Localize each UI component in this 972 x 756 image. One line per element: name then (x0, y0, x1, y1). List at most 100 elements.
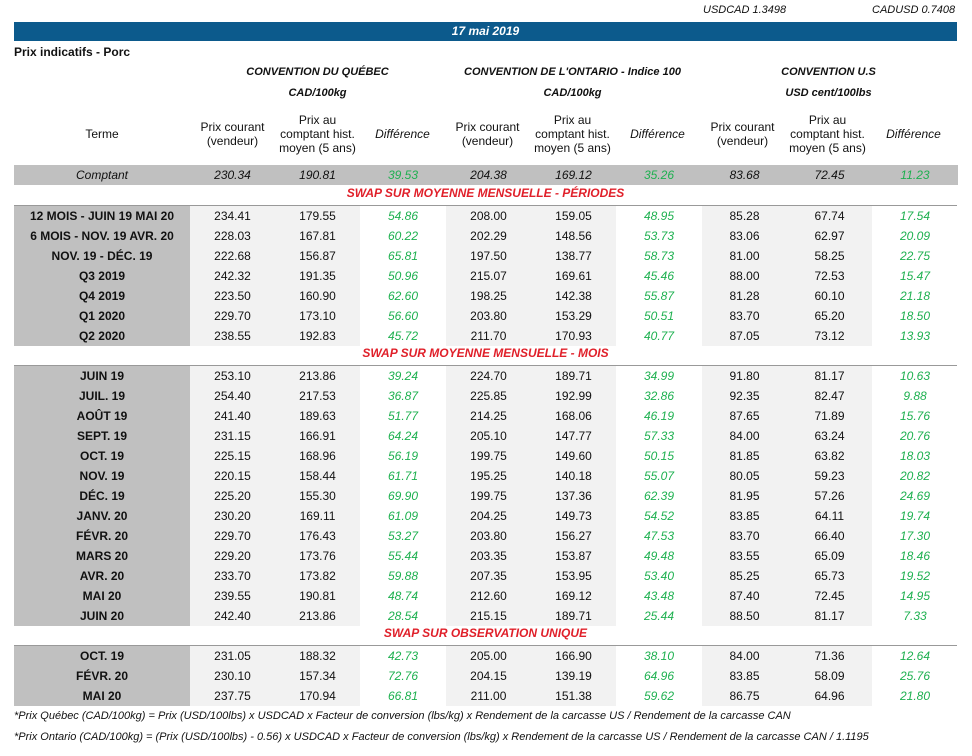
divider (14, 205, 957, 206)
price-cell: 170.94 (275, 686, 360, 706)
price-cell: 198.25 (446, 286, 531, 306)
price-cell: 83.85 (702, 506, 787, 526)
difference-cell: 10.63 (872, 366, 958, 386)
difference-cell: 9.88 (872, 386, 958, 406)
price-cell: 87.65 (702, 406, 787, 426)
difference-cell: 60.22 (360, 226, 446, 246)
row-label: 12 MOIS - JUIN 19 MAI 20 (14, 206, 190, 226)
difference-cell: 56.60 (360, 306, 446, 326)
price-cell: 156.87 (275, 246, 360, 266)
difference-cell: 39.24 (360, 366, 446, 386)
price-cell: 81.17 (787, 366, 872, 386)
price-cell: 81.28 (702, 286, 787, 306)
difference-cell: 43.48 (616, 586, 702, 606)
table-row: DÉC. 19 225.20 155.30 69.90 199.75 137.36 62.3… (14, 486, 958, 506)
difference-cell: 50.51 (616, 306, 702, 326)
price-cell: 57.26 (787, 486, 872, 506)
price-cell: 169.12 (531, 586, 616, 606)
row-label: AVR. 20 (14, 566, 190, 586)
price-cell: 82.47 (787, 386, 872, 406)
price-cell: 169.11 (275, 506, 360, 526)
price-cell: 148.56 (531, 226, 616, 246)
price-cell: 83.06 (702, 226, 787, 246)
difference-cell: 59.62 (616, 686, 702, 706)
table-row: NOV. 19 220.15 158.44 61.71 195.25 140.18 55.0… (14, 466, 958, 486)
difference-cell: 32.86 (616, 386, 702, 406)
price-cell: 189.71 (531, 366, 616, 386)
row-label: JUIN 20 (14, 606, 190, 626)
price-cell: 83.70 (702, 526, 787, 546)
price-cell: 215.15 (446, 606, 531, 626)
table-row: NOV. 19 - DÉC. 19 222.68 156.87 65.81 197.50… (14, 246, 958, 266)
difference-cell: 20.82 (872, 466, 958, 486)
price-cell: 168.06 (531, 406, 616, 426)
cadusd-rate: CADUSD 0.7408 (872, 4, 956, 16)
table-row: MAI 20 237.75 170.94 66.81 211.00 151.38 59.62… (14, 686, 958, 706)
price-cell: 173.76 (275, 546, 360, 566)
difference-cell: 13.93 (872, 326, 958, 346)
row-label: NOV. 19 (14, 466, 190, 486)
price-cell: 230.10 (190, 666, 275, 686)
difference-cell: 64.96 (616, 666, 702, 686)
difference-cell: 42.73 (360, 646, 446, 666)
price-cell: 88.00 (702, 266, 787, 286)
price-cell: 156.27 (531, 526, 616, 546)
difference-cell: 38.10 (616, 646, 702, 666)
row-label: OCT. 19 (14, 646, 190, 666)
price-cell: 225.85 (446, 386, 531, 406)
price-cell: 170.93 (531, 326, 616, 346)
price-cell: 167.81 (275, 226, 360, 246)
header-us-prix-courant: Prix courant (vendeur) (710, 120, 775, 148)
price-cell: 213.86 (275, 606, 360, 626)
price-cell: 84.00 (702, 646, 787, 666)
difference-cell: 20.76 (872, 426, 958, 446)
price-cell: 139.19 (531, 666, 616, 686)
difference-cell: 7.33 (872, 606, 958, 626)
price-cell: 242.32 (190, 266, 275, 286)
difference-cell: 17.30 (872, 526, 958, 546)
difference-cell: 22.75 (872, 246, 958, 266)
swap-table: 12 MOIS - JUIN 19 MAI 20 234.41 179.55 54.8… (14, 206, 958, 346)
difference-cell: 53.27 (360, 526, 446, 546)
price-cell: 253.10 (190, 366, 275, 386)
price-cell: 204.38 (446, 165, 531, 185)
group-us-title: CONVENTION U.S (781, 66, 876, 78)
difference-cell: 58.73 (616, 246, 702, 266)
header-us-difference: Différence (886, 127, 941, 141)
price-cell: 203.80 (446, 526, 531, 546)
divider (14, 645, 957, 646)
header-terme: Terme (85, 127, 119, 141)
difference-cell: 59.88 (360, 566, 446, 586)
price-cell: 65.73 (787, 566, 872, 586)
price-cell: 207.35 (446, 566, 531, 586)
price-cell: 67.74 (787, 206, 872, 226)
difference-cell: 18.46 (872, 546, 958, 566)
table-row: AVR. 20 233.70 173.82 59.88 207.35 153.95 53.4… (14, 566, 958, 586)
header-q-prix-courant: Prix courant (vendeur) (200, 120, 265, 148)
price-cell: 234.41 (190, 206, 275, 226)
difference-cell: 55.07 (616, 466, 702, 486)
difference-cell: 57.33 (616, 426, 702, 446)
difference-cell: 55.44 (360, 546, 446, 566)
table-row: Q3 2019 242.32 191.35 50.96 215.07 169.61 45.4… (14, 266, 958, 286)
price-cell: 191.35 (275, 266, 360, 286)
note-ontario: *Prix Ontario (CAD/100kg) = (Prix (USD/1… (14, 731, 869, 743)
difference-cell: 45.46 (616, 266, 702, 286)
row-label: Q2 2020 (14, 326, 190, 346)
price-cell: 203.80 (446, 306, 531, 326)
price-cell: 83.85 (702, 666, 787, 686)
price-cell: 137.36 (531, 486, 616, 506)
price-cell: 231.15 (190, 426, 275, 446)
price-cell: 160.90 (275, 286, 360, 306)
price-cell: 149.73 (531, 506, 616, 526)
difference-cell: 45.72 (360, 326, 446, 346)
group-ontario-title: CONVENTION DE L'ONTARIO - Indice 100 (464, 66, 681, 78)
price-cell: 223.50 (190, 286, 275, 306)
price-cell: 83.55 (702, 546, 787, 566)
table-row: SEPT. 19 231.15 166.91 64.24 205.10 147.77 57.… (14, 426, 958, 446)
page-subtitle: Prix indicatifs - Porc (14, 45, 131, 59)
table-row: OCT. 19 225.15 168.96 56.19 199.75 149.60 50.1… (14, 446, 958, 466)
row-label: JUIN 19 (14, 366, 190, 386)
difference-cell: 15.47 (872, 266, 958, 286)
price-cell: 151.38 (531, 686, 616, 706)
